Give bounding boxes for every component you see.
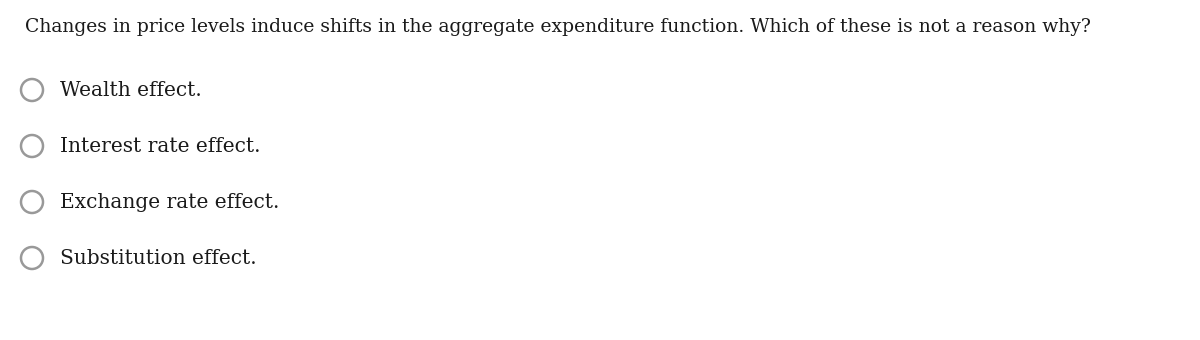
Circle shape <box>22 191 43 213</box>
Text: Wealth effect.: Wealth effect. <box>60 81 202 100</box>
Circle shape <box>22 135 43 157</box>
Text: Interest rate effect.: Interest rate effect. <box>60 136 260 155</box>
Circle shape <box>22 247 43 269</box>
Text: Substitution effect.: Substitution effect. <box>60 249 257 268</box>
Text: Changes in price levels induce shifts in the aggregate expenditure function. Whi: Changes in price levels induce shifts in… <box>25 18 1091 36</box>
Text: Exchange rate effect.: Exchange rate effect. <box>60 192 280 211</box>
Circle shape <box>22 79 43 101</box>
